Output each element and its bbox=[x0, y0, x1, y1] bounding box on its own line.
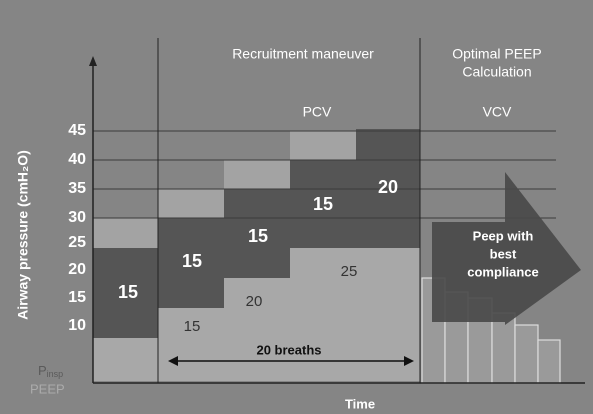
area bbox=[290, 131, 356, 160]
shapes bbox=[89, 38, 585, 384]
peep-area bbox=[93, 338, 158, 381]
legend-pinsp: Pinsp bbox=[38, 363, 63, 379]
peep-label: 15 bbox=[184, 318, 201, 335]
legend-symbol: P bbox=[38, 363, 47, 378]
peep-area bbox=[224, 278, 290, 381]
legend-subscript: insp bbox=[47, 369, 64, 379]
breaths-label: 20 breaths bbox=[256, 342, 321, 357]
vcv-bar bbox=[537, 339, 561, 384]
arrow-head bbox=[168, 356, 178, 366]
x-axis-label: Time bbox=[345, 396, 375, 411]
legend-peep: PEEP bbox=[30, 381, 65, 396]
y-tick-label: 25 bbox=[68, 234, 86, 251]
pinsp-label: 15 bbox=[182, 251, 202, 271]
peep-area bbox=[158, 308, 224, 381]
area bbox=[158, 189, 224, 218]
peep-label: 25 bbox=[341, 263, 358, 280]
y-tick-label: 30 bbox=[68, 209, 86, 226]
area bbox=[224, 160, 290, 189]
pinsp-label: 15 bbox=[313, 194, 333, 214]
arrow-text: Peep with bbox=[473, 228, 534, 243]
mode: PCV bbox=[303, 104, 332, 120]
peep-label: 20 bbox=[246, 293, 263, 310]
pinsp-label: 15 bbox=[248, 226, 268, 246]
y-tick-label: 20 bbox=[68, 261, 86, 278]
pinsp-label: 20 bbox=[378, 177, 398, 197]
pinsp-block bbox=[224, 189, 290, 278]
area bbox=[93, 218, 158, 248]
y-tick-label: 10 bbox=[68, 317, 86, 334]
arrow-head bbox=[404, 356, 414, 366]
vcv-bar bbox=[491, 312, 516, 384]
y-axis-label: Airway pressure (cmH₂O) bbox=[15, 150, 31, 320]
vcv-bar bbox=[514, 324, 539, 384]
y-tick-label: 45 bbox=[68, 122, 86, 139]
pinsp-block bbox=[158, 218, 224, 308]
pinsp-block bbox=[93, 248, 158, 338]
y-tick-label: 35 bbox=[68, 180, 86, 197]
peep-area bbox=[290, 248, 420, 381]
pinsp-label: 15 bbox=[118, 282, 138, 302]
y-axis-arrow bbox=[89, 56, 97, 66]
big-arrow bbox=[432, 172, 581, 325]
pinsp-block bbox=[290, 160, 356, 248]
y-tick-label: 40 bbox=[68, 151, 86, 168]
header: Calculation bbox=[462, 64, 531, 80]
mode: VCV bbox=[483, 104, 512, 120]
header: Optimal PEEP bbox=[452, 46, 541, 62]
arrow-text: best bbox=[490, 246, 517, 261]
y-tick-label: 15 bbox=[68, 289, 86, 306]
header: Recruitment maneuver bbox=[232, 46, 374, 62]
arrow-text: compliance bbox=[467, 264, 539, 279]
